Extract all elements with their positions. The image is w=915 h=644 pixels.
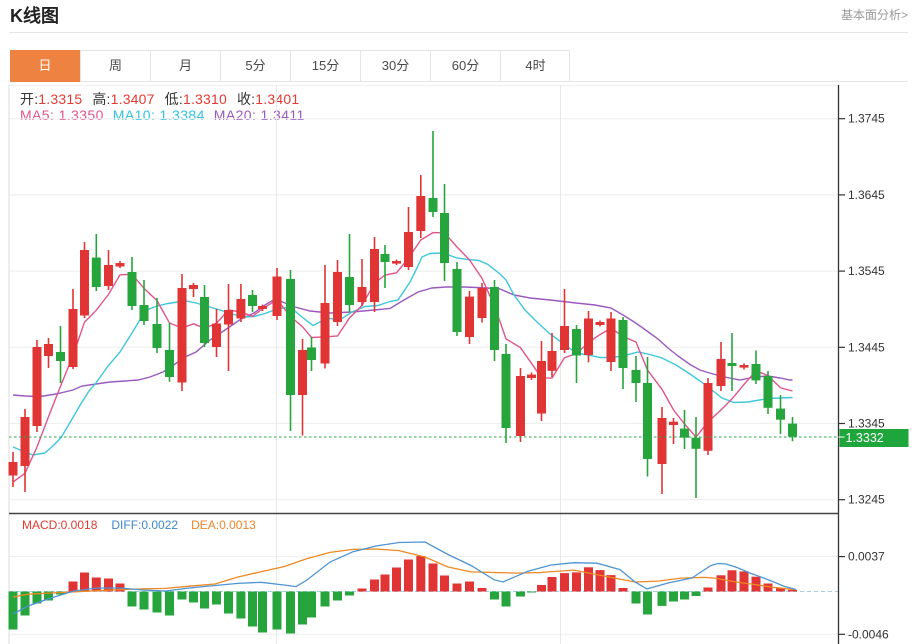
svg-text:1.3345: 1.3345: [848, 417, 885, 431]
svg-text:1.3545: 1.3545: [848, 264, 885, 278]
svg-text:1.3332: 1.3332: [846, 431, 884, 445]
svg-text:1.3245: 1.3245: [848, 493, 885, 507]
svg-text:1.3745: 1.3745: [848, 112, 885, 126]
svg-text:0.0037: 0.0037: [848, 550, 885, 564]
svg-text:1.3645: 1.3645: [848, 188, 885, 202]
svg-text:-0.0046: -0.0046: [848, 627, 889, 641]
svg-text:1.3445: 1.3445: [848, 340, 885, 354]
